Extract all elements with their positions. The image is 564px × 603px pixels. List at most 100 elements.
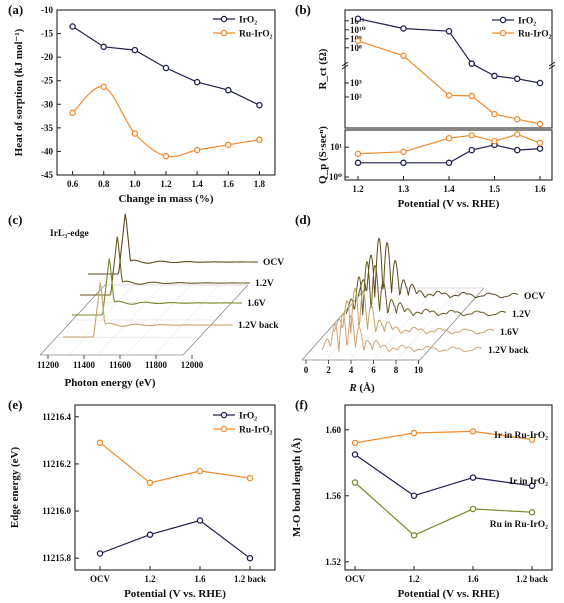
- data-point: [536, 139, 544, 147]
- series-label: Ir in Ru-IrO₂: [494, 431, 548, 441]
- x-tick-label: 1.3: [398, 184, 410, 194]
- axis-break: [548, 61, 556, 67]
- panel-a-label: (a): [8, 2, 23, 17]
- data-point: [162, 152, 170, 160]
- data-point: [193, 78, 201, 86]
- y-axis-label: M-O bond length (Å): [291, 438, 303, 538]
- ft-line: [357, 237, 518, 299]
- data-point: [146, 479, 154, 487]
- axis-break: [341, 61, 349, 67]
- series-line: [99, 519, 251, 559]
- data-point: [256, 136, 263, 143]
- x-tick-label: OCV: [345, 574, 366, 584]
- data-point: [196, 467, 204, 475]
- data-point: [256, 101, 263, 109]
- panel-b-top-frame: [344, 9, 553, 129]
- x-axis-label-symbol: R: [348, 382, 356, 394]
- series-label: 1.6V: [500, 328, 519, 338]
- data-point: [354, 15, 362, 22]
- data-point: [514, 75, 521, 83]
- y-axis-label: R_ct (Ω): [317, 48, 329, 89]
- x-tick-label: 11400: [73, 360, 96, 370]
- data-point: [69, 109, 76, 117]
- data-point: [491, 110, 498, 118]
- x-tick-label: 12000: [181, 360, 204, 370]
- y-tick-label: 1.52: [325, 557, 341, 567]
- series-label: Ru in Ru-IrO₂: [490, 520, 548, 530]
- grid-line: [372, 287, 437, 361]
- panel-f-label: (f): [295, 397, 308, 412]
- data-point: [400, 52, 407, 60]
- data-point: [468, 132, 475, 139]
- legend-ru-iro2-marker: [220, 29, 228, 37]
- x-axis-label-unit: (Å): [357, 382, 375, 394]
- x-tick-label: 1.2: [352, 184, 364, 194]
- data-point: [225, 86, 232, 94]
- x-tick-label: 1.4: [192, 179, 204, 189]
- x-tick-label: 1.6: [194, 574, 206, 584]
- x-tick-label: 1.6: [534, 184, 546, 194]
- x-tick-label: 0.8: [98, 179, 110, 189]
- x-tick-label: 1.2: [144, 574, 156, 584]
- x-tick-label: 1.2 back: [516, 574, 548, 584]
- x-tick-label: 1.2: [160, 179, 172, 189]
- x-tick-label: 11200: [37, 360, 60, 370]
- ft-line: [333, 287, 494, 335]
- data-point: [445, 92, 453, 99]
- series-line: [72, 86, 260, 158]
- x-tick-label: 4: [349, 365, 354, 375]
- legend-ru-iro2-marker: [220, 425, 228, 433]
- data-point: [100, 43, 107, 51]
- spectrum-line: [63, 282, 233, 338]
- y-tick-label: -10: [41, 5, 53, 15]
- y-tick-label: -45: [41, 170, 53, 180]
- spectrum-line: [88, 213, 258, 275]
- data-point: [469, 474, 477, 481]
- legend-iro2-label: IrO₂: [239, 412, 257, 422]
- data-point: [354, 37, 362, 45]
- series-line: [354, 430, 533, 444]
- data-point: [351, 439, 359, 447]
- data-point: [528, 508, 536, 516]
- data-point: [146, 531, 154, 538]
- spectrum-line: [80, 236, 250, 296]
- grid-line: [396, 287, 461, 361]
- data-point: [96, 550, 104, 557]
- data-point: [514, 131, 521, 138]
- y-tick-label: -25: [41, 76, 53, 86]
- x-tick-label: 1.6: [223, 179, 235, 189]
- data-point: [354, 150, 362, 158]
- panel-e-label: (e): [8, 397, 22, 412]
- x-tick-label: 6: [371, 365, 376, 375]
- series-label: 1.2V: [512, 310, 531, 320]
- x-tick-label: 1.5: [489, 184, 501, 194]
- series-line: [354, 454, 533, 497]
- x-axis-label: Potential (V vs. RHE): [124, 588, 226, 600]
- data-point: [246, 474, 254, 482]
- x-axis-label: R (Å): [348, 382, 375, 394]
- x-tick-label: OCV: [90, 574, 111, 584]
- data-point: [514, 115, 521, 123]
- data-point: [528, 482, 536, 490]
- y-tick-label: 10⁸: [350, 43, 362, 53]
- panel-e-frame: [74, 404, 276, 571]
- x-tick-label: 1.4: [443, 184, 455, 194]
- data-point: [468, 92, 475, 100]
- x-axis-label: Change in mass (%): [118, 193, 213, 205]
- panel-f-frame: [344, 404, 553, 571]
- legend-ru-iro2-marker: [499, 29, 507, 37]
- data-point: [469, 505, 477, 513]
- data-point: [351, 479, 359, 486]
- legend-ru-iro2-label: Ru-IrO₂: [518, 30, 552, 40]
- legend-iro2-marker: [220, 411, 228, 419]
- y-tick-label: 11216.0: [42, 506, 71, 516]
- y-tick-label: 11215.8: [42, 553, 71, 563]
- legend-iro2-label: IrO₂: [518, 17, 536, 27]
- data-point: [100, 83, 107, 91]
- panel-d-label: (d): [295, 212, 311, 227]
- y-axis-label: Edge energy (eV): [9, 447, 21, 529]
- x-tick-label: 11600: [109, 360, 132, 370]
- legend-iro2-marker: [499, 16, 507, 24]
- data-point: [400, 148, 407, 156]
- x-axis-label: Potential (V vs. RHE): [398, 198, 500, 210]
